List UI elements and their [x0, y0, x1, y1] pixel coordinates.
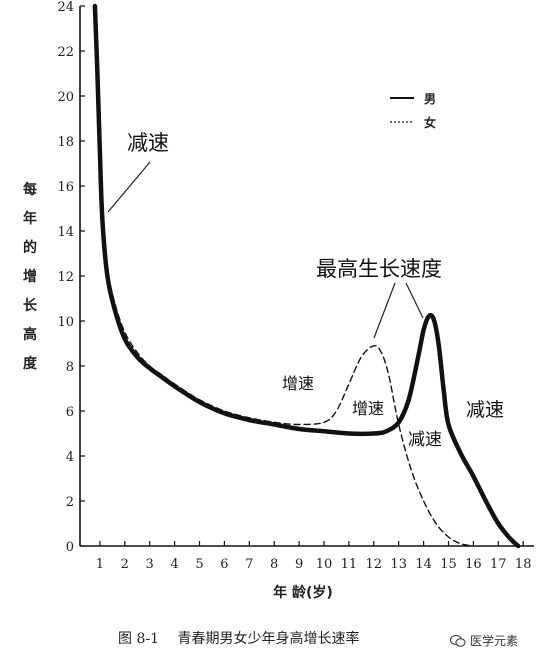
x-tick-label: 1 — [96, 557, 104, 572]
x-tick-label: 10 — [316, 557, 333, 572]
x-tick-label: 15 — [440, 557, 457, 572]
x-tick-label: 2 — [121, 557, 129, 572]
x-tick-label: 18 — [515, 557, 532, 572]
x-ticks: 1 2 3 4 5 6 7 8 9 10 11 12 13 14 15 16 17 18 — [96, 541, 532, 572]
annotation-pointer-decel-1 — [107, 161, 151, 213]
x-tick-label: 8 — [270, 557, 278, 572]
annotation-accel-1: 增速 — [282, 374, 314, 393]
y-axis-label-char: 年 — [23, 210, 37, 227]
x-tick-label: 4 — [170, 557, 178, 572]
figure-number: 图 8-1 — [118, 631, 159, 647]
legend: 男 女 — [390, 92, 436, 130]
x-tick-label: 16 — [465, 557, 482, 572]
annotation-pointer-peak-female — [373, 282, 396, 339]
y-tick-label: 6 — [66, 405, 74, 420]
y-tick-label: 8 — [66, 360, 74, 375]
x-axis-label: 年 龄(岁) — [273, 584, 333, 601]
figure-title: 青春期男女少年身高增长速率 — [177, 631, 360, 647]
y-axis-label-char: 度 — [23, 355, 38, 372]
series-layer — [92, 3, 521, 549]
series-line-male — [92, 3, 521, 549]
y-tick-label: 18 — [57, 135, 74, 150]
x-tick-label: 7 — [245, 557, 253, 572]
annotation-accel-2: 增速 — [352, 399, 384, 418]
watermark-text: 医学元素 — [470, 634, 519, 648]
y-tick-label: 0 — [66, 540, 74, 555]
x-tick-label: 9 — [295, 557, 303, 572]
y-tick-label: 16 — [57, 180, 74, 195]
x-tick-label: 17 — [490, 557, 507, 572]
x-tick-label: 11 — [341, 557, 358, 572]
x-tick-label: 6 — [220, 557, 228, 572]
y-axis-label-char: 增 — [23, 268, 37, 285]
y-tick-label: 20 — [57, 90, 74, 105]
y-tick-label: 12 — [57, 270, 74, 285]
figure-caption: 图 8-1 青春期男女少年身高增长速率 — [118, 628, 359, 648]
series-line-female — [94, 5, 475, 547]
y-axis-label-char: 每 — [23, 181, 37, 198]
y-axis-label-char: 长 — [23, 297, 38, 314]
annotation-pointer-peak-male — [405, 282, 424, 319]
legend-female-label: 女 — [424, 115, 436, 130]
annotations: 减速 最高生长速度 增速 增速 减速 减速 — [107, 131, 504, 450]
y-tick-label: 10 — [57, 315, 74, 330]
annotation-peak-velocity: 最高生长速度 — [316, 257, 442, 281]
x-tick-label: 14 — [415, 557, 432, 572]
wechat-icon — [450, 634, 466, 647]
watermark: 医学元素 — [450, 632, 518, 649]
x-tick-label: 12 — [366, 557, 383, 572]
y-axis-label-char: 高 — [23, 326, 37, 343]
y-tick-label: 24 — [57, 0, 74, 15]
y-tick-label: 2 — [66, 495, 74, 510]
y-axis-label-char: 的 — [23, 239, 37, 256]
y-tick-label: 22 — [57, 45, 74, 60]
annotation-decel-1: 减速 — [127, 131, 169, 155]
annotation-decel-3: 减速 — [466, 399, 504, 421]
annotation-decel-2: 减速 — [408, 430, 442, 450]
y-tick-label: 4 — [66, 450, 74, 465]
y-tick-label: 14 — [57, 225, 74, 240]
x-tick-label: 5 — [195, 557, 203, 572]
legend-male-label: 男 — [424, 92, 436, 106]
x-tick-label: 3 — [146, 557, 154, 572]
x-tick-label: 13 — [390, 557, 407, 572]
